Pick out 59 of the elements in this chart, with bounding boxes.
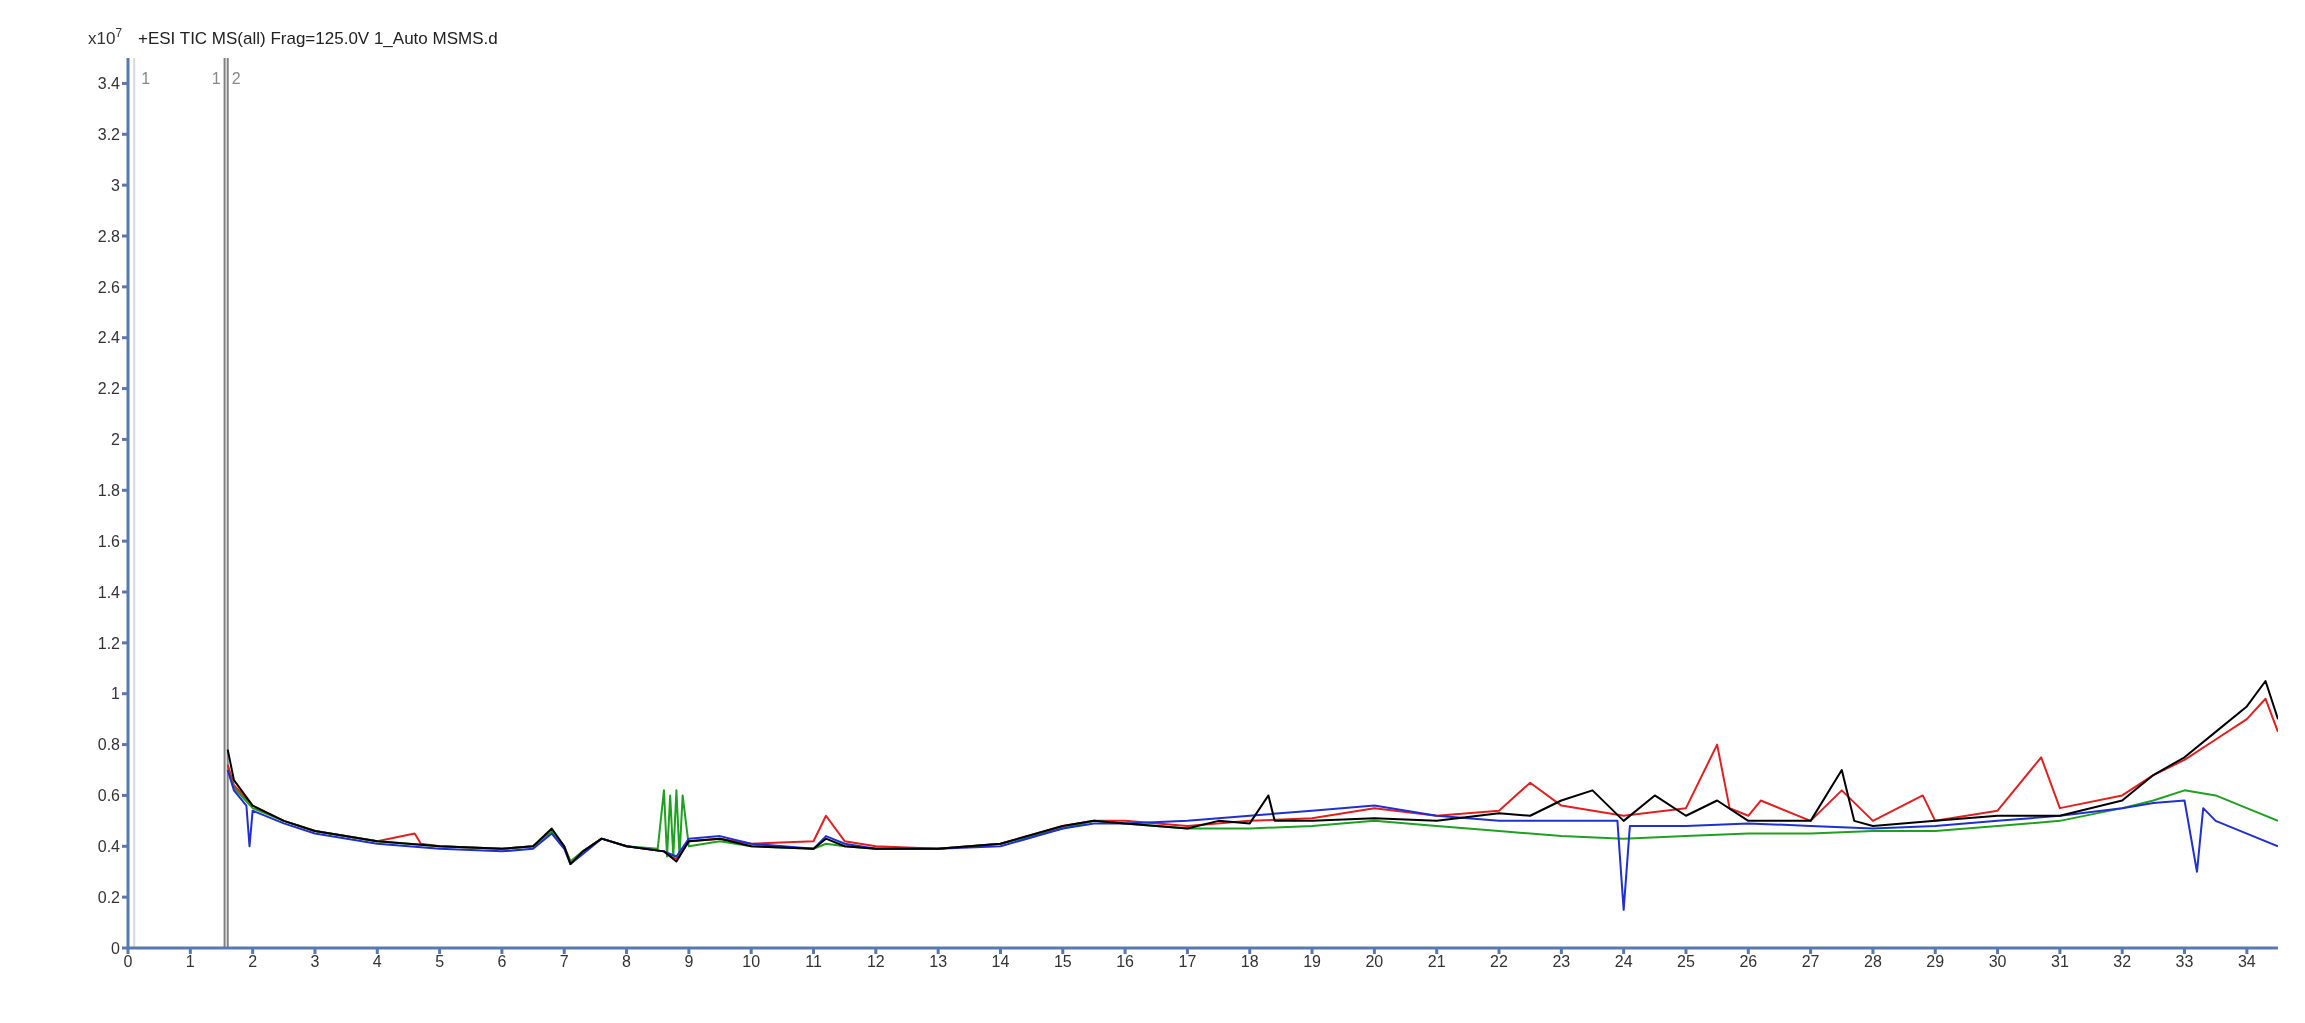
x-tick-label: 34 [2237,953,2256,971]
y-tick-label: 0.6 [97,787,121,805]
chart-title: +ESI TIC MS(all) Frag=125.0V 1_Auto MSMS.d [138,29,498,48]
x-tick-label: 10 [742,953,761,971]
x-tick-label: 18 [1240,953,1259,971]
x-tick-label: 33 [2175,953,2194,971]
y-tick-label: 2 [111,431,121,449]
x-tick-label: 1 [185,953,195,971]
x-tick-label: 6 [497,953,507,971]
x-tick-label: 21 [1427,953,1446,971]
x-tick-label: 5 [435,953,445,971]
y-tick-label: 2.4 [97,329,121,347]
x-tick-label: 22 [1490,953,1509,971]
y-tick-label: 0 [111,939,121,957]
x-tick-label: 0 [123,953,133,971]
x-tick-label: 7 [559,953,569,971]
y-tick-label: 0.4 [97,837,121,855]
y-tick-label: 0.8 [97,736,121,754]
x-tick-label: 30 [1988,953,2007,971]
annotation: 1 [141,70,151,88]
y-tick-label: 1.6 [97,532,121,550]
x-tick-label: 17 [1178,953,1197,971]
y-tick-label: 3 [111,176,121,194]
y-tick-label: 2.6 [97,278,121,296]
y-tick-label: 1.8 [97,481,121,499]
x-tick-label: 20 [1365,953,1384,971]
x-tick-label: 9 [684,953,694,971]
x-tick-label: 27 [1801,953,1820,971]
x-tick-label: 28 [1864,953,1882,971]
x-tick-label: 32 [2113,953,2132,971]
x-tick-label: 19 [1303,953,1322,971]
y-tick-label: 3.4 [97,75,121,93]
x-tick-label: 13 [929,953,948,971]
y-tick-label: 0.2 [97,888,121,906]
x-tick-label: 24 [1614,953,1633,971]
x-tick-label: 4 [372,953,382,971]
y-axis-title: x10$^{7}$ [87,26,123,48]
x-tick-label: 3 [310,953,320,971]
annotation: 2 [231,70,241,88]
x-tick-label: 14 [991,953,1010,971]
annotation: 1 [211,70,221,88]
x-tick-label: 31 [2050,953,2069,971]
x-tick-label: 25 [1677,953,1695,971]
x-tick-label: 12 [866,953,885,971]
y-tick-label: 1 [111,685,121,703]
y-tick-label: 3.2 [97,125,121,143]
line-series [226,769,2278,911]
x-tick-label: 8 [622,953,632,971]
x-tick-label: 2 [248,953,258,971]
x-tick-label: 26 [1739,953,1758,971]
x-tick-label: 29 [1926,953,1945,971]
y-tick-label: 2.8 [97,227,121,245]
x-tick-label: 16 [1116,953,1135,971]
y-tick-label: 1.2 [97,634,121,652]
x-tick-label: 11 [805,953,822,971]
x-tick-label: 23 [1552,953,1571,971]
y-tick-label: 2.2 [97,380,121,398]
x-tick-label: 15 [1053,953,1072,971]
y-tick-label: 1.4 [97,583,121,601]
